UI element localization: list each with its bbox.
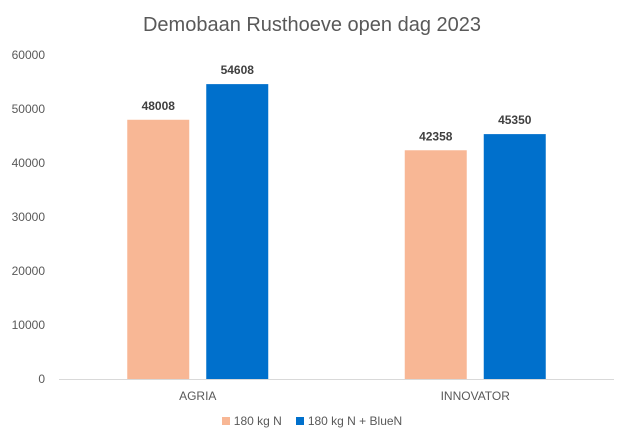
data-label: 48008 [142, 99, 176, 113]
y-tick-label: 0 [38, 372, 45, 386]
bar [206, 84, 269, 380]
legend-swatch [221, 417, 230, 425]
data-label: 42358 [419, 129, 453, 143]
y-tick-label: 20000 [12, 264, 46, 278]
legend: 180 kg N 180 kg N + BlueN [0, 414, 624, 428]
bar [127, 119, 190, 379]
bar [404, 150, 467, 379]
legend-label: 180 kg N + BlueN [307, 414, 403, 428]
legend-item-180-kg-n-bluen: 180 kg N + BlueN [295, 414, 403, 428]
data-label: 54608 [221, 63, 255, 77]
x-tick-label: INNOVATOR [441, 389, 511, 403]
y-tick-label: 30000 [12, 210, 46, 224]
x-tick-label: AGRIA [179, 389, 216, 403]
y-tick-label: 10000 [12, 318, 46, 332]
legend-label: 180 kg N [233, 414, 282, 428]
chart-title: Demobaan Rusthoeve open dag 2023 [142, 14, 482, 36]
y-tick-label: 40000 [12, 156, 46, 170]
y-tick-label: 50000 [12, 102, 46, 116]
bar [483, 134, 546, 379]
y-tick-label: 60000 [12, 48, 46, 62]
data-label: 45350 [498, 113, 532, 127]
legend-item-180-kg-n: 180 kg N [221, 414, 282, 428]
legend-swatch [295, 417, 304, 425]
